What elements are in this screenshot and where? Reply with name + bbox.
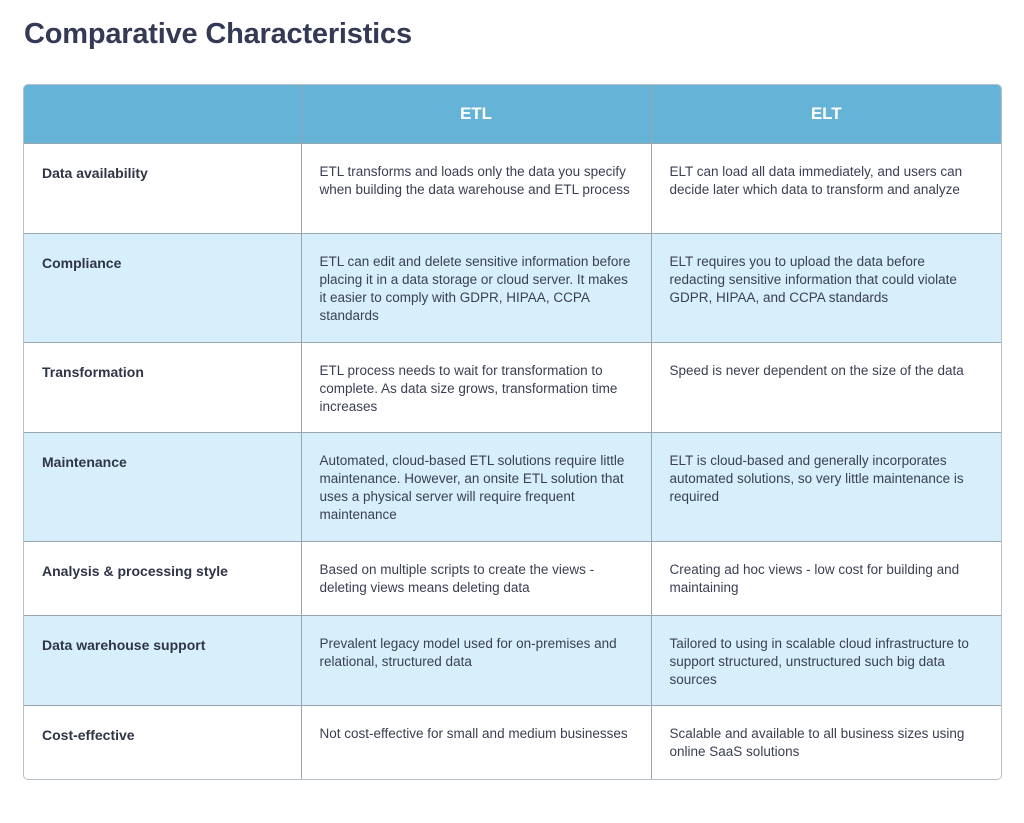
elt-cell: Scalable and available to all business s… <box>650 705 1001 779</box>
header-empty-cell <box>24 85 301 144</box>
elt-cell: ELT is cloud-based and generally incorpo… <box>650 432 1001 542</box>
etl-cell: Based on multiple scripts to create the … <box>300 541 651 616</box>
row-label: Compliance <box>24 233 301 343</box>
table-row: Data availability ETL transforms and loa… <box>24 143 1001 234</box>
elt-cell: Speed is never dependent on the size of … <box>650 342 1001 433</box>
row-label: Maintenance <box>24 432 301 542</box>
elt-cell: Tailored to using in scalable cloud infr… <box>650 615 1001 706</box>
row-label: Data availability <box>42 165 148 181</box>
table-row: Cost-effective Not cost-effective for sm… <box>24 705 1001 779</box>
etl-cell: ETL transforms and loads only the data y… <box>300 143 651 234</box>
row-label: Transformation <box>24 342 301 433</box>
table-row: Compliance ETL can edit and delete sensi… <box>24 233 1001 343</box>
row-label: Data warehouse support <box>24 615 301 706</box>
row-label: Analysis & processing style <box>24 541 301 616</box>
etl-cell: ETL can edit and delete sensitive inform… <box>300 233 651 343</box>
etl-cell: Not cost-effective for small and medium … <box>300 705 651 779</box>
table-row: Transformation ETL process needs to wait… <box>24 342 1001 433</box>
etl-cell: Prevalent legacy model used for on-premi… <box>300 615 651 706</box>
elt-cell: ELT requires you to upload the data befo… <box>650 233 1001 343</box>
header-etl: ETL <box>300 85 651 144</box>
page-title: Comparative Characteristics <box>24 18 412 50</box>
table-row: Maintenance Automated, cloud-based ETL s… <box>24 432 1001 542</box>
elt-cell: ELT can load all data immediately, and u… <box>650 143 1001 234</box>
elt-cell: Creating ad hoc views - low cost for bui… <box>650 541 1001 616</box>
etl-cell: Automated, cloud-based ETL solutions req… <box>300 432 651 542</box>
table-row: Data warehouse support Prevalent legacy … <box>24 615 1001 706</box>
comparison-table: ETL ELT Data availability ETL transforms… <box>23 84 1002 780</box>
row-label: Cost-effective <box>24 705 301 779</box>
table-row: Analysis & processing style Based on mul… <box>24 541 1001 616</box>
table-header-row: ETL ELT <box>24 85 1001 144</box>
etl-cell: ETL process needs to wait for transforma… <box>300 342 651 433</box>
header-elt: ELT <box>650 85 1001 144</box>
